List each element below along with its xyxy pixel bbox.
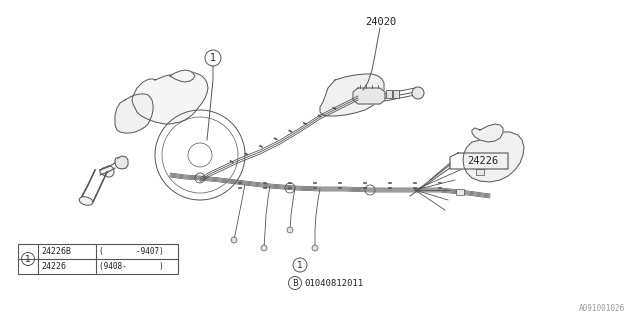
Circle shape [312,245,318,251]
Text: 01040812011: 01040812011 [304,278,363,287]
Text: 24020: 24020 [365,17,396,27]
Text: 1: 1 [25,254,31,263]
Bar [476,169,484,175]
Text: 24226: 24226 [467,156,499,166]
Polygon shape [463,132,524,182]
Text: (9408-       ): (9408- ) [99,262,164,271]
Bar [393,90,399,98]
Circle shape [412,87,424,99]
Text: 24226B: 24226B [41,247,71,256]
Text: 24226: 24226 [41,262,66,271]
Polygon shape [170,70,195,82]
Polygon shape [353,88,385,104]
Text: A091001026: A091001026 [579,304,625,313]
Polygon shape [100,166,114,177]
Polygon shape [132,72,208,124]
Polygon shape [115,156,128,169]
Bar [386,90,392,98]
Circle shape [261,245,267,251]
Text: (       -9407): ( -9407) [99,247,164,256]
Text: B: B [292,278,298,287]
Polygon shape [472,124,503,142]
Ellipse shape [79,197,93,205]
Bar [18,244,178,274]
Circle shape [231,237,237,243]
Polygon shape [320,74,384,116]
Polygon shape [115,94,153,133]
Text: 1: 1 [210,53,216,63]
Bar [456,189,464,195]
Text: 1: 1 [297,260,303,269]
Circle shape [287,227,293,233]
